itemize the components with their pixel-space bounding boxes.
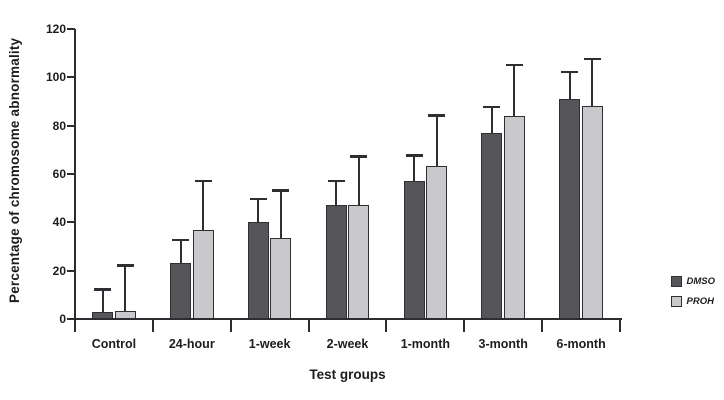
bar-proh-1-month	[426, 165, 448, 319]
y-axis-line	[74, 29, 76, 321]
error-cap-proh-4	[428, 114, 446, 117]
bar-dmso-1-week	[247, 222, 269, 319]
y-tick-label: 40	[52, 215, 66, 230]
category-label-1-week: 1-week	[248, 337, 291, 351]
bar-dmso-1-month	[403, 181, 425, 319]
error-bar-dmso-4	[413, 154, 416, 182]
error-bar-dmso-0	[101, 288, 104, 312]
error-bar-dmso-2	[257, 198, 260, 223]
y-tick	[67, 124, 75, 127]
y-tick	[67, 269, 75, 272]
x-axis-title: Test groups	[309, 367, 386, 382]
error-bar-dmso-3	[335, 180, 338, 206]
y-tick-label: 80	[52, 118, 66, 133]
error-cap-dmso-3	[327, 179, 345, 183]
error-bar-proh-1	[202, 180, 205, 230]
y-tick-label: 120	[45, 22, 66, 36]
x-tick	[619, 319, 621, 332]
category-label-1-month: 1-month	[400, 337, 450, 351]
x-tick	[385, 319, 388, 332]
bar-proh-3-month	[503, 116, 525, 319]
error-cap-proh-0	[116, 264, 134, 267]
x-tick	[151, 319, 154, 332]
error-cap-proh-1	[194, 179, 212, 183]
error-bar-proh-4	[435, 114, 438, 166]
bar-dmso-6-month	[559, 99, 581, 319]
x-tick	[541, 319, 544, 332]
legend-swatch-dmso	[671, 276, 682, 287]
y-tick-label: 20	[52, 263, 66, 278]
y-tick	[67, 76, 75, 79]
legend-item-proh: PROH	[671, 296, 715, 307]
error-cap-proh-5	[505, 63, 523, 67]
category-label-3-month: 3-month	[478, 337, 528, 351]
bar-proh-2-week	[348, 205, 370, 319]
y-tick	[67, 221, 75, 224]
category-label-2-week: 2-week	[326, 337, 369, 351]
error-bar-proh-3	[357, 155, 360, 206]
error-cap-dmso-2	[249, 197, 267, 201]
bar-dmso-3-month	[481, 132, 503, 319]
error-bar-proh-5	[513, 64, 516, 116]
error-bar-proh-0	[124, 264, 127, 311]
error-cap-proh-3	[350, 155, 368, 158]
error-cap-proh-2	[272, 189, 290, 192]
error-cap-dmso-4	[405, 154, 423, 157]
x-axis-line	[74, 318, 622, 320]
error-cap-dmso-5	[483, 105, 501, 109]
legend: DMSO PROH	[671, 276, 715, 316]
bar-proh-1-week	[270, 238, 292, 319]
error-bar-dmso-1	[179, 239, 182, 264]
y-tick-label: 100	[45, 70, 66, 85]
error-cap-dmso-0	[94, 288, 112, 291]
category-label-6-month: 6-month	[556, 337, 606, 351]
y-tick	[67, 173, 75, 175]
category-label-control: Control	[91, 337, 137, 351]
legend-item-dmso: DMSO	[671, 276, 715, 287]
bar-dmso-2-week	[325, 205, 347, 319]
bar-proh-control	[114, 310, 136, 319]
bar-dmso-24-hour	[170, 263, 192, 319]
x-tick	[307, 319, 310, 332]
error-bar-proh-6	[591, 58, 594, 107]
error-cap-dmso-6	[561, 70, 579, 74]
y-tick	[67, 28, 75, 30]
y-tick	[67, 318, 75, 320]
bar-dmso-control	[92, 311, 114, 319]
legend-label-dmso: DMSO	[686, 276, 716, 287]
bar-proh-6-month	[581, 106, 603, 319]
y-tick-label: 60	[52, 167, 66, 181]
bar-proh-24-hour	[192, 229, 214, 319]
error-cap-proh-6	[583, 57, 601, 60]
error-bar-dmso-6	[568, 71, 571, 100]
y-tick-label: 0	[59, 312, 66, 326]
x-tick	[463, 319, 466, 332]
legend-label-proh: PROH	[686, 296, 714, 307]
category-label-24-hour: 24-hour	[168, 337, 215, 351]
error-bar-dmso-5	[490, 106, 493, 133]
legend-swatch-proh	[671, 296, 682, 307]
x-tick	[74, 319, 76, 332]
error-bar-proh-2	[279, 189, 282, 239]
x-tick	[229, 319, 232, 332]
error-cap-dmso-1	[172, 238, 190, 242]
